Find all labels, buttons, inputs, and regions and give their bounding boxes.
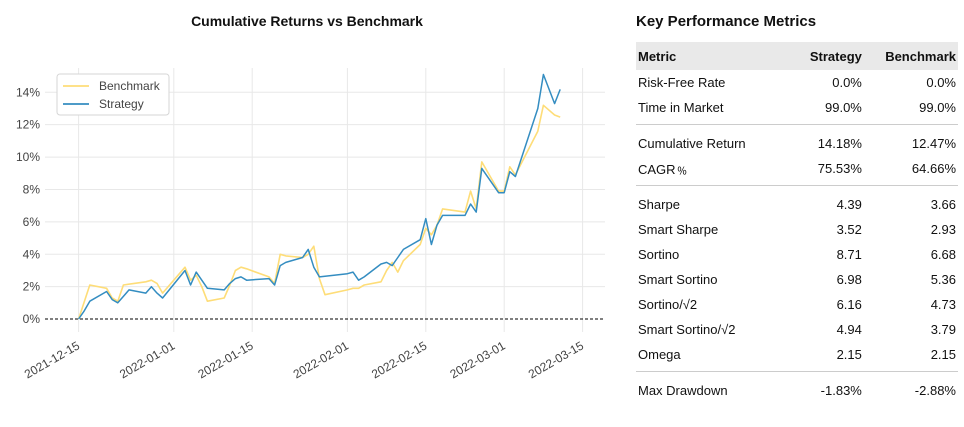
metric-benchmark-value: 6.68 <box>930 247 956 262</box>
metrics-panel: Key Performance Metrics Metric Strategy … <box>636 0 958 427</box>
table-row: Smart Sortino/√2 4.94 3.79 <box>636 317 958 342</box>
metric-strategy-value: 99.0% <box>825 100 862 115</box>
x-tick-label: 2022-03-01 <box>448 338 508 381</box>
metric-label: Risk-Free Rate <box>638 75 726 90</box>
metrics-body: Risk-Free Rate 0.0% 0.0% Time in Market 99.0… <box>636 70 958 403</box>
metric-strategy-value: 3.52 <box>836 222 862 237</box>
metrics-title: Key Performance Metrics <box>636 13 817 30</box>
table-row: Smart Sharpe 3.52 2.93 <box>636 217 958 242</box>
metrics-table: Metric Strategy Benchmark Risk-Free Rate… <box>636 42 958 403</box>
metric-strategy-value: 4.39 <box>782 185 864 217</box>
metric-strategy-value: 75.53% <box>817 161 862 176</box>
metric-benchmark-value: -2.88% <box>863 371 958 403</box>
metric-strategy-value: 2.15 <box>836 347 862 362</box>
metric-label: Sharpe <box>636 185 783 217</box>
metric-strategy-value: -1.83% <box>782 371 864 403</box>
x-tick-label: 2022-03-15 <box>526 338 586 381</box>
legend-label-strategy: Strategy <box>99 97 144 111</box>
table-row: Sortino/√2 6.16 4.73 <box>636 292 958 317</box>
metric-benchmark-value: 4.73 <box>930 297 956 312</box>
metric-strategy-value: 6.16 <box>836 297 862 312</box>
metric-label: Sortino <box>638 247 680 262</box>
metric-strategy-value: 8.71 <box>836 247 862 262</box>
y-tick-label: 10% <box>16 150 40 164</box>
chart-title: Cumulative Returns vs Benchmark <box>191 13 423 29</box>
metric-benchmark-value: 0.0% <box>926 75 956 90</box>
metric-benchmark-value: 12.47% <box>863 124 958 156</box>
metric-benchmark-value: 64.66% <box>911 161 956 176</box>
metric-strategy-value: 4.94 <box>836 322 862 337</box>
table-row: Sharpe 4.39 3.66 <box>636 185 958 217</box>
metric-benchmark-value: 99.0% <box>919 100 956 115</box>
table-row: Omega 2.15 2.15 <box>636 342 958 372</box>
table-row: Max Drawdown -1.83% -2.88% <box>636 371 958 403</box>
y-tick-label: 8% <box>23 182 41 196</box>
metric-label: Smart Sortino/√2 <box>638 322 736 337</box>
x-tick-label: 2022-01-01 <box>117 338 177 381</box>
y-tick-label: 0% <box>23 312 41 326</box>
header-benchmark: Benchmark <box>863 42 958 70</box>
metric-benchmark-value: 3.79 <box>930 322 956 337</box>
table-row: Time in Market 99.0% 99.0% <box>636 95 958 125</box>
metric-benchmark-value: 5.36 <box>930 272 956 287</box>
cumulative-returns-chart: 0% 2% 4% 6% 8% 10% 12% 14% 2021-12-15 2022-01-01 2… <box>16 68 605 381</box>
y-tick-label: 2% <box>23 280 41 294</box>
table-row: CAGR﹪ 75.53% 64.66% <box>636 156 958 186</box>
metric-label: Cumulative Return <box>636 124 783 156</box>
metric-benchmark-value: 3.66 <box>863 185 958 217</box>
header-metric: Metric <box>636 42 783 70</box>
metric-strategy-value: 6.98 <box>836 272 862 287</box>
metric-label: CAGR﹪ <box>638 162 689 177</box>
metric-benchmark-value: 2.93 <box>930 222 956 237</box>
metric-label: Sortino/√2 <box>638 297 698 312</box>
y-tick-label: 6% <box>23 215 41 229</box>
y-tick-label: 4% <box>23 247 41 261</box>
table-row: Smart Sortino 6.98 5.36 <box>636 267 958 292</box>
metrics-header-row: Metric Strategy Benchmark <box>636 42 958 70</box>
strategy-series-line <box>77 73 561 320</box>
header-strategy: Strategy <box>782 42 864 70</box>
metric-label: Omega <box>638 347 681 362</box>
metric-strategy-value: 14.18% <box>782 124 864 156</box>
chart-panel: Cumulative Returns vs Benchmark 0% 2% 4% 6%… <box>16 13 605 381</box>
table-row: Sortino 8.71 6.68 <box>636 242 958 267</box>
x-tick-label: 2022-02-15 <box>369 338 429 381</box>
table-row: Cumulative Return 14.18% 12.47% <box>636 124 958 156</box>
metric-benchmark-value: 2.15 <box>930 347 956 362</box>
metric-label: Max Drawdown <box>636 371 783 403</box>
metric-label: Smart Sortino <box>638 272 718 287</box>
y-tick-label: 12% <box>16 118 40 132</box>
x-tick-label: 2022-01-15 <box>196 338 256 381</box>
metric-strategy-value: 0.0% <box>832 75 862 90</box>
y-tick-label: 14% <box>16 85 40 99</box>
metric-label: Smart Sharpe <box>638 222 719 237</box>
table-row: Risk-Free Rate 0.0% 0.0% <box>636 70 958 95</box>
metric-label: Time in Market <box>638 100 724 115</box>
x-tick-label: 2022-02-01 <box>291 338 351 381</box>
legend-label-benchmark: Benchmark <box>99 79 161 93</box>
x-tick-label: 2021-12-15 <box>22 338 82 381</box>
